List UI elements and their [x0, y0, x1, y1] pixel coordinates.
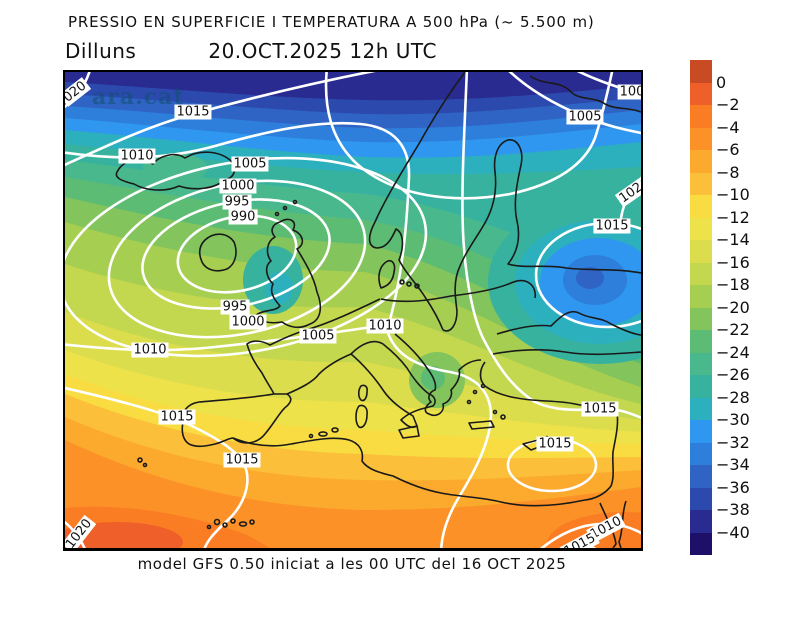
isobar-label: 1005: [299, 328, 337, 344]
colorbar-tick-label: −12: [716, 207, 750, 227]
colorbar-segment: [690, 150, 712, 173]
model-run-caption: model GFS 0.50 iniciat a les 00 UTC del …: [137, 555, 567, 573]
weekday-label: Dilluns: [65, 39, 137, 63]
colorbar-tick-label: −20: [716, 297, 750, 317]
colorbar-tick-label: −16: [716, 252, 750, 272]
colorbar-segment: [690, 172, 712, 195]
colorbar-segment: [690, 420, 712, 443]
colorbar-segment: [690, 262, 712, 285]
weather-map-svg: [65, 72, 641, 548]
isobar-label: 995: [220, 299, 250, 315]
isobar-label: 1015: [223, 452, 261, 468]
isobar-label: 1015: [593, 218, 631, 234]
colorbar-tick-label: −22: [716, 320, 750, 339]
isobar-label: 1015: [581, 401, 619, 417]
colorbar-tick-label: −6: [716, 140, 740, 159]
page-title: PRESSIO EN SUPERFICIE I TEMPERATURA A 50…: [68, 13, 595, 31]
isobar-label: 1000: [219, 178, 257, 194]
colorbar-segment: [690, 240, 712, 263]
valid-time-line: Dilluns 20.OCT.2025 12h UTC: [65, 39, 437, 63]
colorbar-tick-label: −26: [716, 365, 750, 384]
isobar-label: 1010: [366, 318, 404, 334]
colorbar-segment: [690, 60, 712, 83]
colorbar-tick-label: −34: [716, 455, 750, 474]
colorbar-tick-label: −14: [716, 230, 750, 249]
colorbar-segment: [690, 487, 712, 510]
colorbar-tick-label: −4: [716, 117, 740, 137]
colorbar-segment: [690, 217, 712, 240]
colorbar-tick-label: −2: [716, 95, 740, 114]
isobar-label: 990: [228, 209, 258, 225]
isobar-label: 1005: [566, 109, 604, 125]
colorbar-segment: [690, 105, 712, 128]
isobar-label: 1015: [174, 104, 212, 120]
colorbar-tick-label: −10: [716, 185, 750, 204]
colorbar-segment: [690, 307, 712, 330]
colorbar-segment: [690, 510, 712, 533]
isobar-label: 995: [222, 194, 252, 210]
colorbar-segment: [690, 465, 712, 488]
temperature-colorbar: [690, 60, 712, 555]
colorbar-segment: [690, 195, 712, 218]
colorbar-tick-label: −24: [716, 342, 750, 362]
ara-cat-watermark: ara.cat: [92, 84, 185, 110]
colorbar-tick-label: 0: [716, 72, 727, 92]
datetime-label: 20.OCT.2025 12h UTC: [208, 39, 437, 63]
colorbar-segment: [690, 532, 712, 555]
colorbar-segment: [690, 352, 712, 375]
colorbar-tick-label: −28: [716, 387, 750, 407]
isobar-label: 1015: [158, 409, 196, 425]
isobar-label: 100: [617, 84, 641, 100]
map-canvas: ara.cat 020 1015 1010 1005 1000 995 990 995 1000…: [63, 70, 643, 551]
colorbar-tick-label: −36: [716, 477, 750, 497]
coastlines-group: [115, 72, 641, 548]
colorbar-tick-label: −38: [716, 500, 750, 519]
colorbar-segment: [690, 285, 712, 308]
colorbar-tick-label: −8: [716, 162, 740, 182]
isobar-label: 1010: [118, 148, 156, 164]
isobar-label: 1010: [131, 342, 169, 358]
colorbar-segment: [690, 82, 712, 105]
colorbar-segment: [690, 442, 712, 465]
isobar-label: 1000: [229, 314, 267, 330]
colorbar-segment: [690, 375, 712, 398]
colorbar-tick-label: −18: [716, 275, 750, 294]
isobar-label: 1005: [231, 156, 269, 172]
colorbar-segment: [690, 127, 712, 150]
colorbar-segment: [690, 330, 712, 353]
colorbar-tick-label: −32: [716, 432, 750, 452]
colorbar-segment: [690, 397, 712, 420]
isobar-label: 1015: [536, 436, 574, 452]
colorbar-tick-label: −30: [716, 410, 750, 429]
colorbar-tick-label: −40: [716, 522, 750, 542]
